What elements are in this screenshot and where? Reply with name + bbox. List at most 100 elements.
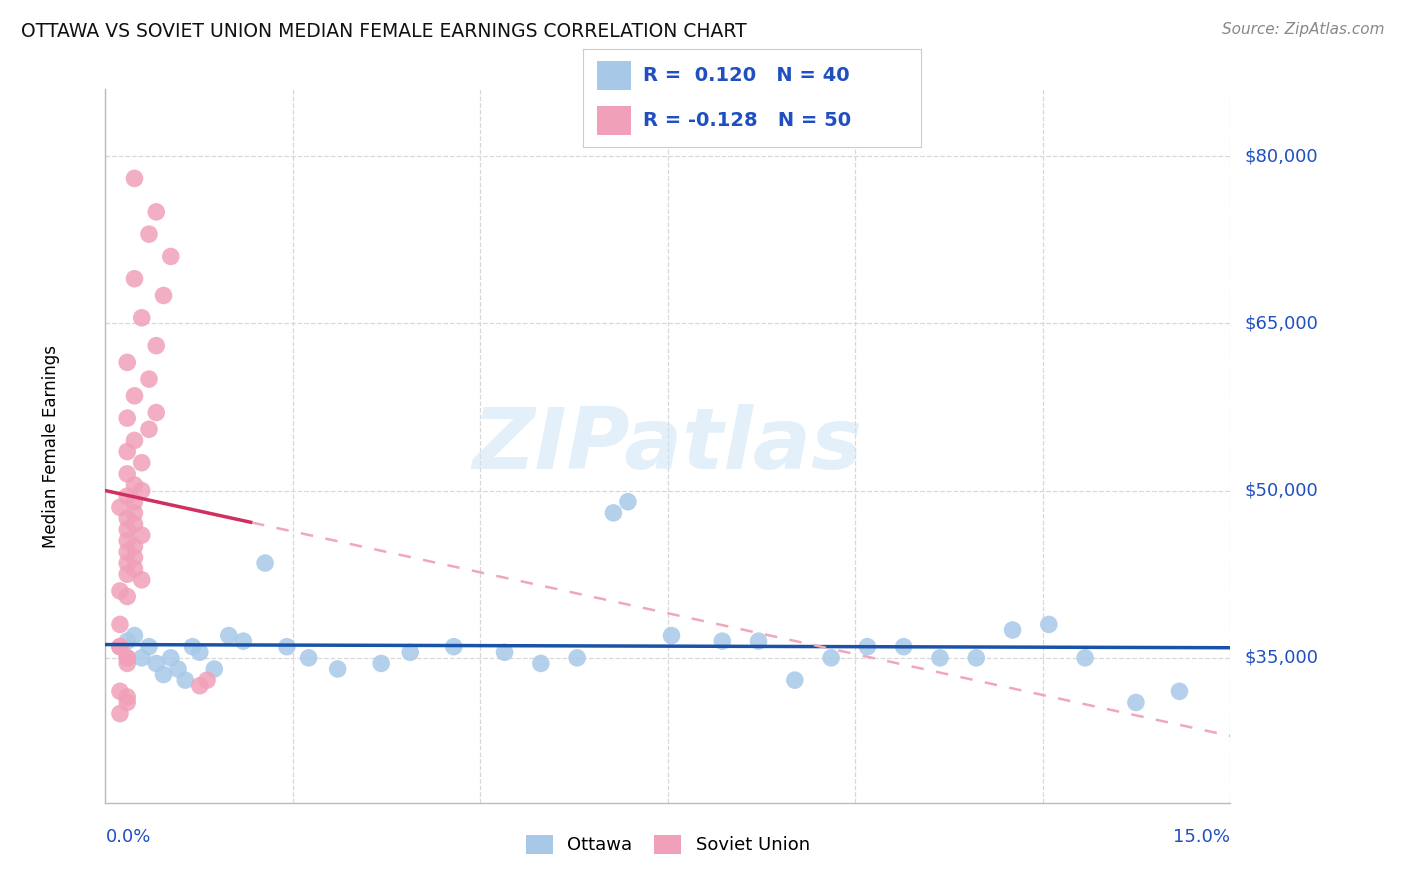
Point (115, 634, 138, 648)
Point (115, 690, 138, 704)
Point (131, 456, 153, 470)
Text: Source: ZipAtlas.com: Source: ZipAtlas.com (1222, 22, 1385, 37)
Point (195, 673, 218, 688)
Text: R = -0.128   N = 50: R = -0.128 N = 50 (643, 112, 851, 130)
Text: $35,000: $35,000 (1244, 648, 1319, 667)
Point (856, 640, 879, 654)
Point (167, 662, 190, 676)
Point (1001, 623, 1024, 637)
Point (115, 590, 138, 604)
Point (1168, 684, 1191, 698)
Point (748, 634, 770, 648)
Point (218, 628, 240, 642)
Point (124, 434, 146, 448)
Point (159, 250, 181, 264)
Point (820, 651, 842, 665)
Point (370, 657, 392, 671)
Point (108, 640, 131, 654)
Point (115, 511, 138, 525)
Point (399, 645, 422, 659)
Point (124, 271, 146, 285)
Point (115, 545, 138, 559)
Point (108, 640, 131, 654)
Point (124, 550, 146, 565)
Point (276, 640, 298, 654)
Point (115, 651, 138, 665)
Point (108, 617, 131, 632)
Point (131, 573, 153, 587)
Point (124, 389, 146, 403)
Point (530, 657, 553, 671)
Point (124, 494, 146, 508)
Point (661, 628, 683, 642)
Legend: Ottawa, Soviet Union: Ottawa, Soviet Union (519, 828, 817, 862)
Point (124, 539, 146, 553)
Point (326, 662, 349, 676)
FancyBboxPatch shape (598, 61, 631, 90)
Point (124, 628, 146, 642)
Text: OTTAWA VS SOVIET UNION MEDIAN FEMALE EARNINGS CORRELATION CHART: OTTAWA VS SOVIET UNION MEDIAN FEMALE EAR… (21, 22, 747, 41)
Point (115, 567, 138, 582)
Point (115, 467, 138, 481)
Text: R =  0.120   N = 40: R = 0.120 N = 40 (643, 66, 849, 85)
Point (152, 288, 174, 302)
Point (188, 645, 211, 659)
Point (1038, 617, 1060, 632)
Point (115, 355, 138, 369)
Point (443, 640, 465, 654)
Point (108, 706, 131, 721)
Text: $50,000: $50,000 (1244, 482, 1317, 500)
Text: 0.0%: 0.0% (105, 828, 150, 846)
Point (115, 411, 138, 425)
Point (145, 205, 167, 219)
Point (115, 651, 138, 665)
Point (617, 494, 640, 508)
Point (965, 651, 987, 665)
Point (124, 517, 146, 532)
Point (145, 657, 167, 671)
Text: 15.0%: 15.0% (1173, 828, 1230, 846)
Point (565, 651, 588, 665)
Point (145, 338, 167, 352)
Point (115, 523, 138, 537)
Point (1125, 696, 1147, 710)
Point (115, 657, 138, 671)
Point (138, 422, 160, 436)
Point (138, 372, 160, 386)
Point (138, 640, 160, 654)
Point (138, 227, 160, 241)
Point (893, 640, 915, 654)
Point (929, 651, 952, 665)
Point (131, 528, 153, 542)
Point (131, 483, 153, 498)
Point (115, 444, 138, 458)
Point (174, 673, 197, 688)
Point (115, 556, 138, 570)
Text: $65,000: $65,000 (1244, 314, 1317, 333)
Point (711, 634, 734, 648)
Point (254, 556, 277, 570)
Point (124, 562, 146, 576)
Point (145, 406, 167, 420)
Point (152, 667, 174, 681)
Point (131, 651, 153, 665)
Point (124, 506, 146, 520)
Text: Median Female Earnings: Median Female Earnings (42, 344, 60, 548)
Point (181, 640, 204, 654)
Point (108, 684, 131, 698)
Point (188, 679, 211, 693)
Point (783, 673, 806, 688)
Point (115, 489, 138, 503)
Point (602, 506, 624, 520)
Text: ZIPatlas: ZIPatlas (472, 404, 863, 488)
Point (298, 651, 321, 665)
Point (202, 662, 225, 676)
Point (131, 310, 153, 325)
Point (115, 696, 138, 710)
Text: $80,000: $80,000 (1244, 147, 1317, 165)
Point (159, 651, 181, 665)
Point (1074, 651, 1097, 665)
Point (124, 171, 146, 186)
FancyBboxPatch shape (598, 106, 631, 136)
Point (108, 583, 131, 598)
